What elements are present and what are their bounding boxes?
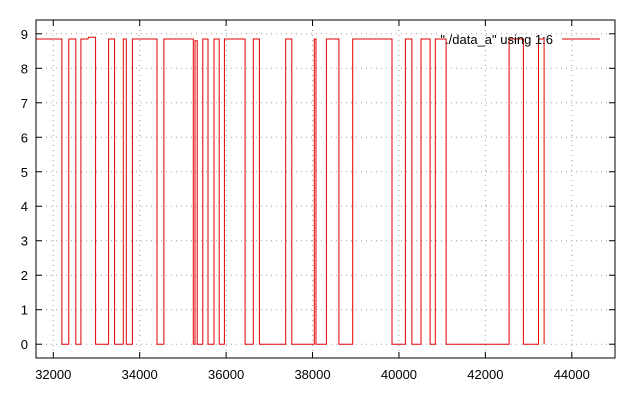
tick-labels: 32000 34000 36000 38000 40000 42000 44000 0 1 2 3 4… xyxy=(21,27,590,382)
y-tick-label: 8 xyxy=(21,61,28,76)
series-layer xyxy=(36,36,545,345)
y-tick-label: 7 xyxy=(21,96,28,111)
x-tick-label: 38000 xyxy=(294,367,330,382)
legend-label: "./data_a" using 1:6 xyxy=(440,32,553,47)
plot-frame xyxy=(35,19,616,359)
y-tick-label: 0 xyxy=(21,337,28,352)
x-tick-label: 32000 xyxy=(35,367,71,382)
x-tick-label: 36000 xyxy=(208,367,244,382)
y-tick-label: 2 xyxy=(21,268,28,283)
x-tick-label: 40000 xyxy=(381,367,417,382)
y-tick-label: 5 xyxy=(21,165,28,180)
axis-ticks xyxy=(36,20,615,358)
legend: "./data_a" using 1:6 xyxy=(440,32,600,47)
y-tick-label: 4 xyxy=(21,199,28,214)
y-tick-label: 3 xyxy=(21,234,28,249)
y-tick-label: 1 xyxy=(21,303,28,318)
x-tick-label: 44000 xyxy=(554,367,590,382)
series-line xyxy=(36,36,545,345)
x-tick-label: 34000 xyxy=(122,367,158,382)
y-tick-label: 6 xyxy=(21,130,28,145)
y-tick-label: 9 xyxy=(21,27,28,42)
x-tick-label: 42000 xyxy=(467,367,503,382)
